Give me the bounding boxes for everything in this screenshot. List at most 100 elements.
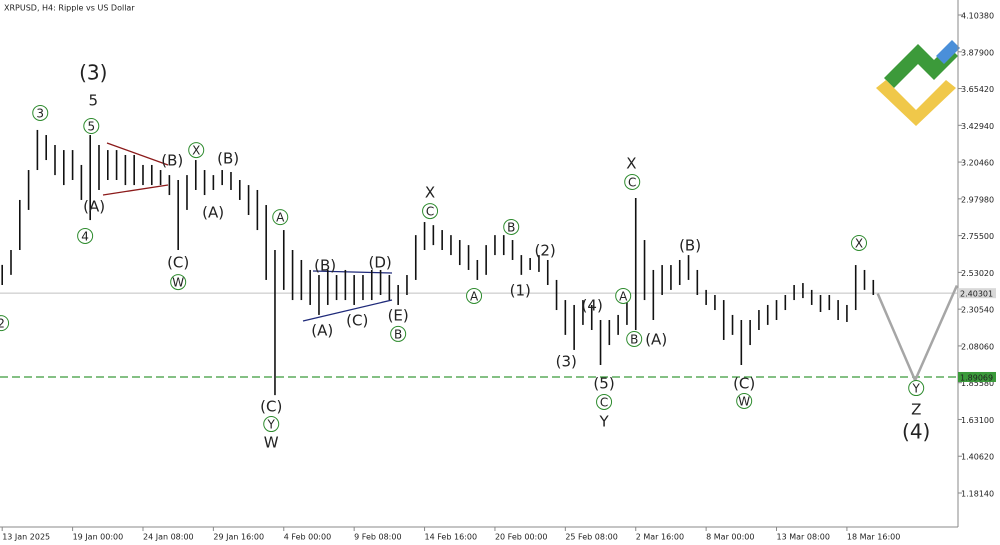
x-tick-label: 13 Mar 08:00 [777, 533, 830, 542]
x-tick-label: 24 Jan 08:00 [143, 533, 194, 542]
wave-label: Y [912, 382, 921, 396]
wave-circle [596, 393, 613, 410]
x-tick-label: 19 Jan 00:00 [73, 533, 124, 542]
wave-circle [503, 218, 520, 235]
y-tick-label: 2.75500 [961, 232, 994, 241]
y-tick-label: 1.85580 [961, 379, 994, 388]
y-tick-label: 4.10380 [961, 11, 994, 20]
wave-label: (C) [733, 374, 755, 392]
wave-label: (3) [556, 353, 577, 371]
price-tag-label: 1.89069 [960, 373, 993, 382]
wave-label: B [394, 327, 402, 341]
wave-label: C [600, 395, 608, 409]
wave-circle [188, 142, 205, 159]
wave-label: (1) [510, 281, 531, 299]
x-tick-label: 20 Feb 00:00 [495, 533, 547, 542]
wave-label: (C) [346, 312, 368, 330]
x-tick-label: 2 Mar 16:00 [636, 533, 684, 542]
wave-circle [466, 287, 483, 304]
y-tick-label: 2.53020 [961, 269, 994, 278]
chart-title: XRPUSD, H4: Ripple vs US Dollar [4, 4, 135, 13]
logo [876, 40, 960, 126]
wave-circle [908, 380, 925, 397]
y-tick-label: 3.42940 [961, 122, 994, 131]
trendlines [102, 142, 393, 322]
wave-circle [170, 274, 187, 291]
x-tick-label: 4 Feb 00:00 [284, 533, 331, 542]
wave-label: W [264, 434, 279, 452]
wave-label: (4) [582, 296, 603, 314]
wave-circle [615, 287, 632, 304]
wave-label: (A) [311, 321, 333, 339]
wave-label: (A) [645, 330, 667, 348]
y-tick-label: 2.97980 [961, 195, 994, 204]
wave-circle [272, 209, 289, 226]
y-tick-label: 3.65420 [961, 85, 994, 94]
wave-label: 4 [81, 229, 89, 243]
wave-label: (B) [217, 150, 239, 168]
x-tick-label: 13 Jan 2025 [2, 533, 50, 542]
price-tag [958, 288, 996, 299]
wave-label: Z [911, 400, 921, 418]
wave-circle [851, 234, 868, 251]
wave-circle [32, 104, 49, 121]
y-tick-label: 1.63100 [961, 416, 994, 425]
wave-label: (E) [388, 306, 409, 324]
price-tag [958, 371, 996, 382]
x-tick-label: 29 Jan 16:00 [213, 533, 264, 542]
wave-label: Y [598, 412, 609, 430]
wave-label: A [619, 289, 628, 303]
wave-circle [736, 392, 753, 409]
wave-label: (D) [368, 253, 391, 271]
wave-label: X [626, 154, 636, 172]
wave-label: B [507, 220, 515, 234]
wave-label: (B) [314, 257, 336, 275]
wave-label: (C) [167, 253, 189, 271]
wave-label: (C) [260, 398, 282, 416]
wave-label: X [192, 144, 200, 158]
wave-circle [624, 173, 641, 190]
x-tick-label: 18 Mar 16:00 [847, 533, 900, 542]
wave-circle [390, 325, 407, 342]
y-tick-label: 2.08060 [961, 342, 994, 351]
x-tick-label: 9 Feb 08:00 [354, 533, 401, 542]
wave-circle [0, 315, 10, 332]
wave-label: 2 [0, 317, 5, 331]
wave-label: X [425, 183, 435, 201]
wave-label: Y [267, 418, 276, 432]
wave-label: 5 [87, 120, 95, 134]
wave-circle [422, 203, 439, 220]
wave-label: (B) [679, 237, 701, 255]
wave-circle [626, 330, 643, 347]
wave-label: B [630, 332, 638, 346]
wave-label: A [276, 211, 285, 225]
wave-label: (A) [83, 198, 105, 216]
wave-circle [263, 416, 280, 433]
wave-label: X [855, 236, 863, 250]
wave-label: (A) [202, 204, 224, 222]
wave-label: A [470, 289, 479, 303]
wave-label: (3) [79, 61, 107, 85]
y-tick-label: 2.30540 [961, 306, 994, 315]
x-tick-label: 25 Feb 08:00 [565, 533, 617, 542]
price-tag-label: 2.40301 [960, 290, 993, 299]
wave-label: C [426, 205, 434, 219]
y-tick-label: 1.18140 [961, 489, 994, 498]
wave-label: (B) [161, 152, 183, 170]
y-tick-label: 3.87900 [961, 48, 994, 57]
wave-label: 5 [88, 92, 98, 110]
y-tick-label: 3.20460 [961, 159, 994, 168]
y-tick-label: 1.40620 [961, 453, 994, 462]
wave-circle [83, 118, 100, 135]
wave-label: (2) [534, 242, 555, 260]
wave-label: 3 [36, 106, 44, 120]
wave-label: (4) [902, 420, 930, 444]
wave-label: W [738, 394, 750, 408]
wave-label: (5) [593, 374, 614, 392]
wave-label: C [628, 175, 636, 189]
x-tick-label: 8 Mar 00:00 [706, 533, 754, 542]
wave-label: W [172, 276, 184, 290]
x-tick-label: 14 Feb 16:00 [425, 533, 477, 542]
